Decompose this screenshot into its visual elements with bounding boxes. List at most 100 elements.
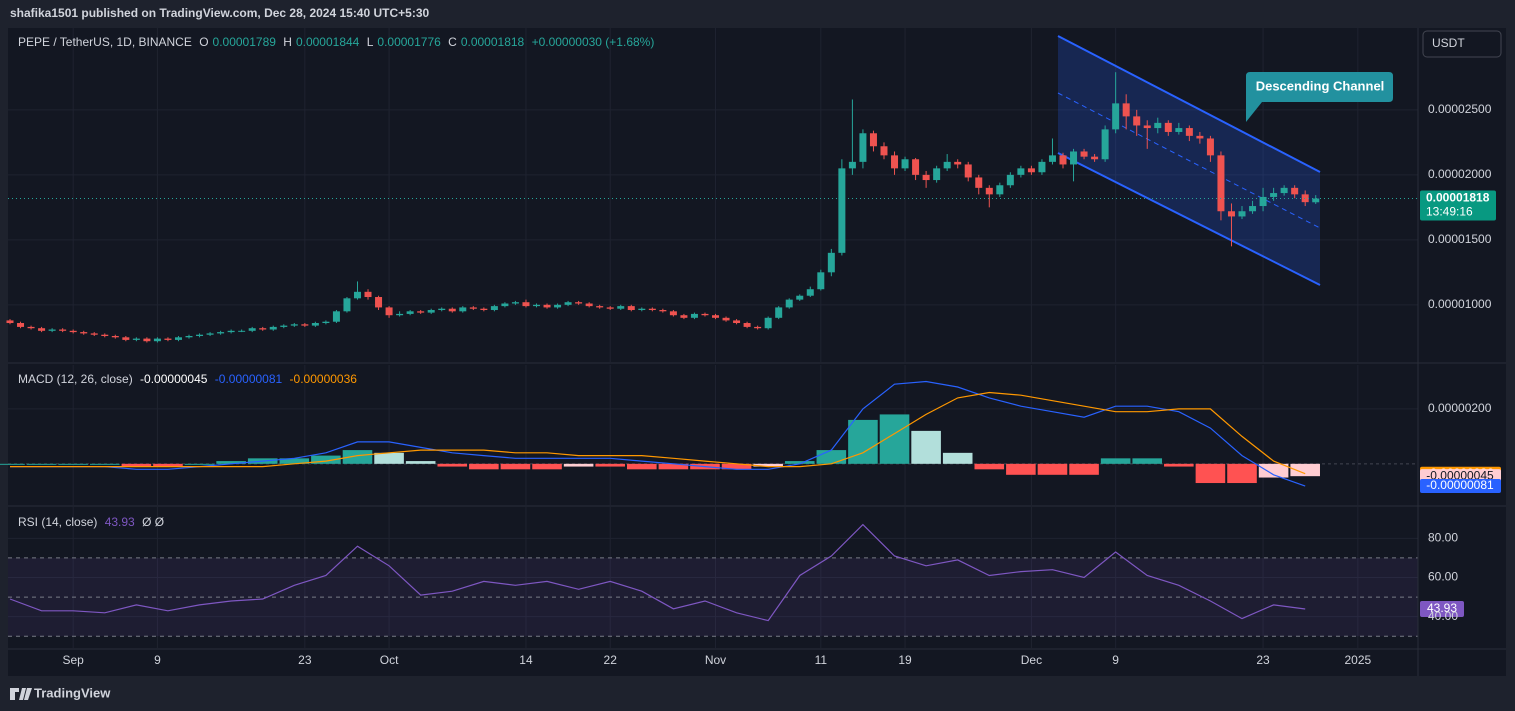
descending-channel — [1057, 35, 1321, 286]
candle-body — [1164, 122, 1172, 132]
candle-body — [922, 174, 930, 181]
candle-body — [943, 161, 951, 169]
histogram-bar — [279, 458, 310, 464]
candle-body — [859, 133, 867, 162]
histogram-bar — [1195, 463, 1226, 484]
candle-body — [554, 304, 562, 308]
macd-tag-label: -0.00000081 — [1426, 478, 1494, 492]
candle-body — [796, 295, 804, 300]
candle-body — [817, 272, 825, 290]
y-tick-label: 0.00001500 — [1428, 232, 1492, 246]
candle-body — [143, 338, 151, 342]
candle-body — [290, 324, 298, 326]
candle-body — [1006, 174, 1014, 186]
brand-logo — [10, 688, 32, 700]
histogram-bar — [500, 463, 531, 470]
candle-body — [48, 329, 56, 331]
x-tick-label: 11 — [815, 653, 828, 667]
candle-body — [975, 177, 983, 188]
candle-body — [575, 302, 583, 304]
axis-tags: 0.0000181813:49:16-0.00000036-0.00000045… — [1420, 190, 1501, 617]
signal-value: -0.00000036 — [289, 372, 357, 386]
candle-body — [1038, 161, 1046, 173]
histogram-bar — [721, 463, 752, 470]
candle-body — [827, 252, 835, 273]
candle-body — [785, 299, 793, 308]
candle-body — [1217, 155, 1225, 212]
candle-body — [754, 326, 762, 329]
rsi-extra: Ø Ø — [142, 515, 165, 529]
candle-body — [627, 306, 635, 311]
candle-body — [501, 303, 509, 307]
histogram-bar — [753, 463, 783, 467]
candle-body — [332, 311, 340, 322]
histogram-bar — [1164, 463, 1194, 467]
histogram-bar — [1006, 463, 1036, 475]
histogram-bar — [658, 463, 689, 470]
histogram-bar — [89, 463, 120, 465]
candle-body — [806, 289, 814, 296]
rsi-title: RSI (14, close) — [18, 515, 98, 529]
y-tick-label: 80.00 — [1428, 531, 1458, 545]
candle-body — [1196, 135, 1204, 139]
candle-body — [280, 325, 288, 327]
candle-body — [1112, 103, 1120, 130]
histogram-bar — [784, 461, 815, 464]
candle-body — [533, 304, 540, 307]
currency[interactable]: USDT — [1432, 36, 1465, 50]
ohlc-key: H — [283, 35, 292, 49]
histogram-bar — [627, 463, 657, 470]
candle-body — [480, 308, 488, 311]
y-tick-label: 0.00002000 — [1428, 167, 1492, 181]
histogram-bar — [1037, 463, 1068, 475]
x-tick-label: 23 — [298, 653, 312, 667]
candle-body — [1312, 198, 1320, 203]
candle-body — [1091, 156, 1099, 160]
histogram-bar — [563, 463, 594, 467]
candle-body — [1185, 128, 1193, 136]
candle-body — [933, 168, 941, 181]
histogram-bar — [374, 452, 404, 464]
candle-body — [606, 307, 614, 309]
candle-body — [185, 336, 193, 338]
currency-box[interactable] — [1422, 30, 1502, 58]
histogram-bar — [974, 463, 1005, 470]
candle-body — [511, 302, 519, 304]
rsi-tag — [1420, 600, 1464, 617]
candle-body — [59, 329, 67, 331]
candle-body — [901, 159, 909, 169]
candle-body — [111, 336, 119, 338]
candle-body — [459, 307, 467, 312]
macd-line — [10, 380, 1306, 487]
annotation-text: Descending Channel — [1256, 78, 1385, 93]
ohlc-key: C — [448, 35, 457, 49]
histogram-bar — [469, 463, 499, 470]
candle-body — [996, 185, 1004, 195]
candle-body — [680, 315, 688, 318]
signal-line — [10, 391, 1306, 475]
rsi-tag-label: 43.93 — [1427, 601, 1457, 615]
ohlc-value: 0.00001789 — [212, 35, 276, 49]
candle-body — [1048, 155, 1056, 162]
candle-body — [585, 303, 593, 307]
y-tick-label: 40.00 — [1428, 609, 1458, 623]
candle-body — [269, 326, 277, 330]
candle-body — [469, 307, 477, 309]
candle-body — [80, 332, 88, 334]
candle-body — [712, 315, 720, 318]
candle-body — [17, 323, 25, 327]
x-tick-label: Sep — [63, 653, 85, 667]
x-tick-label: Dec — [1021, 653, 1042, 667]
candle-body — [364, 291, 372, 298]
histogram-bar — [532, 463, 562, 470]
histogram-bar — [1100, 458, 1131, 464]
candle-body — [132, 338, 140, 340]
histogram-bar — [405, 461, 436, 464]
candle-body — [259, 328, 267, 330]
y-tick-label: 60.00 — [1428, 570, 1458, 584]
x-tick-label: Nov — [705, 653, 726, 667]
price-legend: PEPE / TetherUS, 1D, BINANCE O 0.00001789… — [18, 35, 658, 49]
candle-body — [659, 310, 667, 312]
last-price-tag — [1420, 190, 1496, 221]
